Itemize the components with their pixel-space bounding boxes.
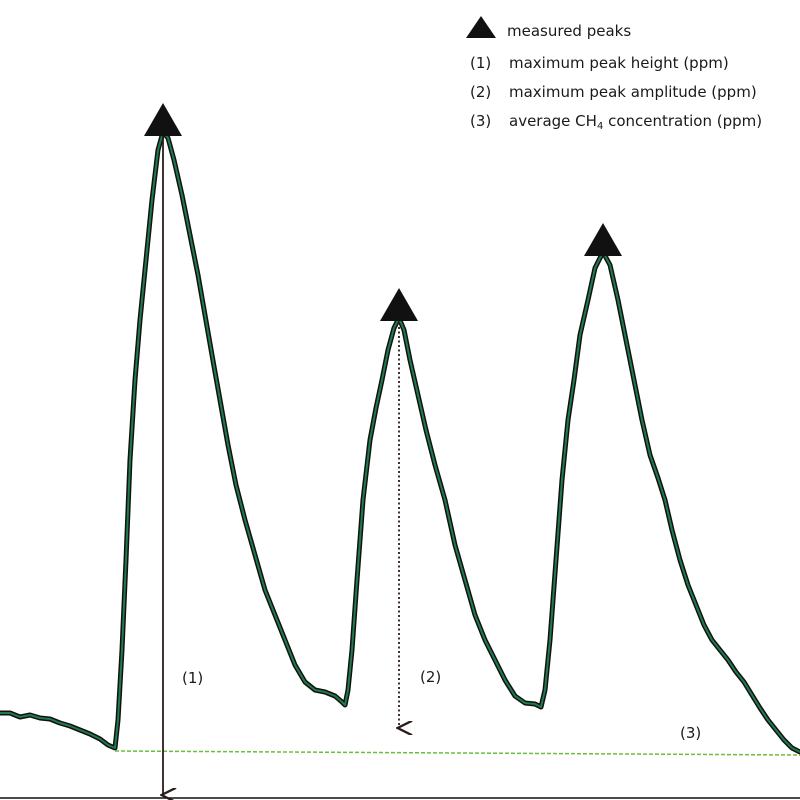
peak-marker-2: [380, 288, 418, 321]
legend-item-3-pre: average CH: [509, 112, 597, 130]
legend-marker-label: measured peaks: [507, 22, 631, 40]
legend-item-3-post: concentration (ppm): [603, 112, 762, 130]
legend-item-1-label: maximum peak height (ppm): [509, 54, 729, 72]
legend-item-2-num: (2): [470, 83, 491, 101]
annotation-1: (1): [182, 669, 203, 687]
peak-marker-3: [584, 223, 622, 256]
legend-item-1-num: (1): [470, 54, 491, 72]
legend-marker-icon: [466, 16, 496, 38]
annotation-3: (3): [680, 724, 701, 742]
peak-marker-1: [144, 103, 182, 136]
legend-item-3-label: average CH4 concentration (ppm): [509, 112, 762, 132]
legend-item-3-num: (3): [470, 112, 491, 130]
signal-trace-outline: [0, 129, 800, 755]
annotation-2: (2): [420, 668, 441, 686]
average-baseline: [114, 750, 800, 756]
legend-item-2-label: maximum peak amplitude (ppm): [509, 83, 757, 101]
legend: measured peaks (1) maximum peak height (…: [466, 16, 762, 132]
legend-item-3-sub: 4: [597, 121, 603, 132]
signal-trace: [0, 131, 800, 753]
